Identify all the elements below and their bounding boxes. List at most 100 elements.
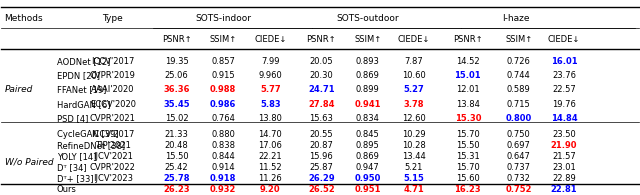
Text: 26.29: 26.29 — [308, 174, 335, 183]
Text: 16.01: 16.01 — [551, 57, 577, 66]
Text: 11.52: 11.52 — [259, 163, 282, 172]
Text: 26.52: 26.52 — [308, 185, 335, 194]
Text: 14.52: 14.52 — [456, 57, 479, 66]
Text: 15.50: 15.50 — [165, 152, 188, 161]
Text: 5.15: 5.15 — [403, 174, 424, 183]
Text: 25.42: 25.42 — [165, 163, 188, 172]
Text: 15.96: 15.96 — [309, 152, 333, 161]
Text: 25.87: 25.87 — [309, 163, 333, 172]
Text: 20.30: 20.30 — [309, 71, 333, 80]
Text: 13.80: 13.80 — [259, 114, 282, 123]
Text: 10.28: 10.28 — [402, 141, 426, 150]
Text: 0.899: 0.899 — [356, 85, 380, 94]
Text: 0.732: 0.732 — [507, 174, 531, 183]
Text: AAAI'2020: AAAI'2020 — [91, 85, 134, 94]
Text: ICCV'2017: ICCV'2017 — [92, 57, 134, 66]
Text: 27.84: 27.84 — [308, 100, 335, 109]
Text: 23.76: 23.76 — [552, 71, 576, 80]
Text: TIP'2021: TIP'2021 — [95, 141, 131, 150]
Text: CycleGAN [39]: CycleGAN [39] — [57, 130, 118, 139]
Text: 5.77: 5.77 — [260, 85, 280, 94]
Text: YOLY [14]: YOLY [14] — [57, 152, 96, 161]
Text: ICCV'2017: ICCV'2017 — [92, 130, 134, 139]
Text: CIEDE↓: CIEDE↓ — [397, 35, 430, 44]
Text: 0.951: 0.951 — [355, 185, 381, 194]
Text: 19.76: 19.76 — [552, 100, 576, 109]
Text: 12.60: 12.60 — [402, 114, 426, 123]
Text: 0.988: 0.988 — [210, 85, 236, 94]
Text: 17.06: 17.06 — [259, 141, 282, 150]
Text: 7.99: 7.99 — [261, 57, 280, 66]
Text: PSNR↑: PSNR↑ — [453, 35, 483, 44]
Text: SSIM↑: SSIM↑ — [354, 35, 381, 44]
Text: 35.45: 35.45 — [163, 100, 190, 109]
Text: 22.57: 22.57 — [552, 85, 576, 94]
Text: 0.726: 0.726 — [507, 57, 531, 66]
Text: ECCV'2020: ECCV'2020 — [90, 100, 136, 109]
Text: 0.914: 0.914 — [211, 163, 235, 172]
Text: CIEDE↓: CIEDE↓ — [254, 35, 287, 44]
Text: 14.84: 14.84 — [551, 114, 577, 123]
Text: 9.20: 9.20 — [260, 185, 280, 194]
Text: IJCV'2021: IJCV'2021 — [93, 152, 133, 161]
Text: 15.01: 15.01 — [454, 71, 481, 80]
Text: PSNR↑: PSNR↑ — [162, 35, 191, 44]
Text: 15.63: 15.63 — [309, 114, 333, 123]
Text: W/o Paired: W/o Paired — [4, 158, 53, 167]
Text: 0.947: 0.947 — [356, 163, 380, 172]
Text: 20.87: 20.87 — [309, 141, 333, 150]
Text: 15.02: 15.02 — [165, 114, 188, 123]
Text: 25.78: 25.78 — [163, 174, 190, 183]
Text: PSNR↑: PSNR↑ — [307, 35, 336, 44]
Text: 15.30: 15.30 — [454, 114, 481, 123]
Text: 0.647: 0.647 — [507, 152, 531, 161]
Text: 0.744: 0.744 — [507, 71, 531, 80]
Text: Dᵀ [34]: Dᵀ [34] — [57, 163, 86, 172]
Text: CVPR'2021: CVPR'2021 — [90, 114, 136, 123]
Text: SSIM↑: SSIM↑ — [505, 35, 532, 44]
Text: 20.48: 20.48 — [164, 141, 189, 150]
Text: 0.918: 0.918 — [210, 174, 236, 183]
Text: 0.800: 0.800 — [506, 114, 532, 123]
Text: 23.01: 23.01 — [552, 163, 576, 172]
Text: RefineDNet [38]: RefineDNet [38] — [57, 141, 125, 150]
Text: 11.26: 11.26 — [259, 174, 282, 183]
Text: Type: Type — [102, 14, 124, 23]
Text: 0.764: 0.764 — [211, 114, 235, 123]
Text: 7.87: 7.87 — [404, 57, 423, 66]
Text: 0.869: 0.869 — [356, 152, 380, 161]
Text: 0.869: 0.869 — [356, 71, 380, 80]
Text: 0.737: 0.737 — [507, 163, 531, 172]
Text: 15.50: 15.50 — [456, 141, 479, 150]
Text: 15.60: 15.60 — [456, 174, 480, 183]
Text: Paired: Paired — [4, 85, 33, 94]
Text: SSIM↑: SSIM↑ — [209, 35, 237, 44]
Text: Methods: Methods — [4, 14, 44, 23]
Text: 22.21: 22.21 — [259, 152, 282, 161]
Text: Dᵀ+ [33]: Dᵀ+ [33] — [57, 174, 93, 183]
Text: PSD [4]: PSD [4] — [57, 114, 88, 123]
Text: 0.893: 0.893 — [356, 57, 380, 66]
Text: 0.986: 0.986 — [210, 100, 236, 109]
Text: 0.750: 0.750 — [507, 130, 531, 139]
Text: 0.697: 0.697 — [507, 141, 531, 150]
Text: 21.57: 21.57 — [552, 152, 576, 161]
Text: 13.44: 13.44 — [402, 152, 426, 161]
Text: 0.941: 0.941 — [355, 100, 381, 109]
Text: 0.844: 0.844 — [211, 152, 235, 161]
Text: 0.845: 0.845 — [356, 130, 380, 139]
Text: 20.05: 20.05 — [310, 57, 333, 66]
Text: 20.55: 20.55 — [310, 130, 333, 139]
Text: 5.83: 5.83 — [260, 100, 280, 109]
Text: EPDN [20]: EPDN [20] — [57, 71, 100, 80]
Text: 24.71: 24.71 — [308, 85, 335, 94]
Text: 0.895: 0.895 — [356, 141, 380, 150]
Text: 19.35: 19.35 — [164, 57, 189, 66]
Text: FFANet [19]: FFANet [19] — [57, 85, 106, 94]
Text: 0.880: 0.880 — [211, 130, 235, 139]
Text: CIEDE↓: CIEDE↓ — [548, 35, 580, 44]
Text: 0.950: 0.950 — [355, 174, 381, 183]
Text: 5.27: 5.27 — [403, 85, 424, 94]
Text: Ours: Ours — [57, 185, 77, 194]
Text: 23.50: 23.50 — [552, 130, 576, 139]
